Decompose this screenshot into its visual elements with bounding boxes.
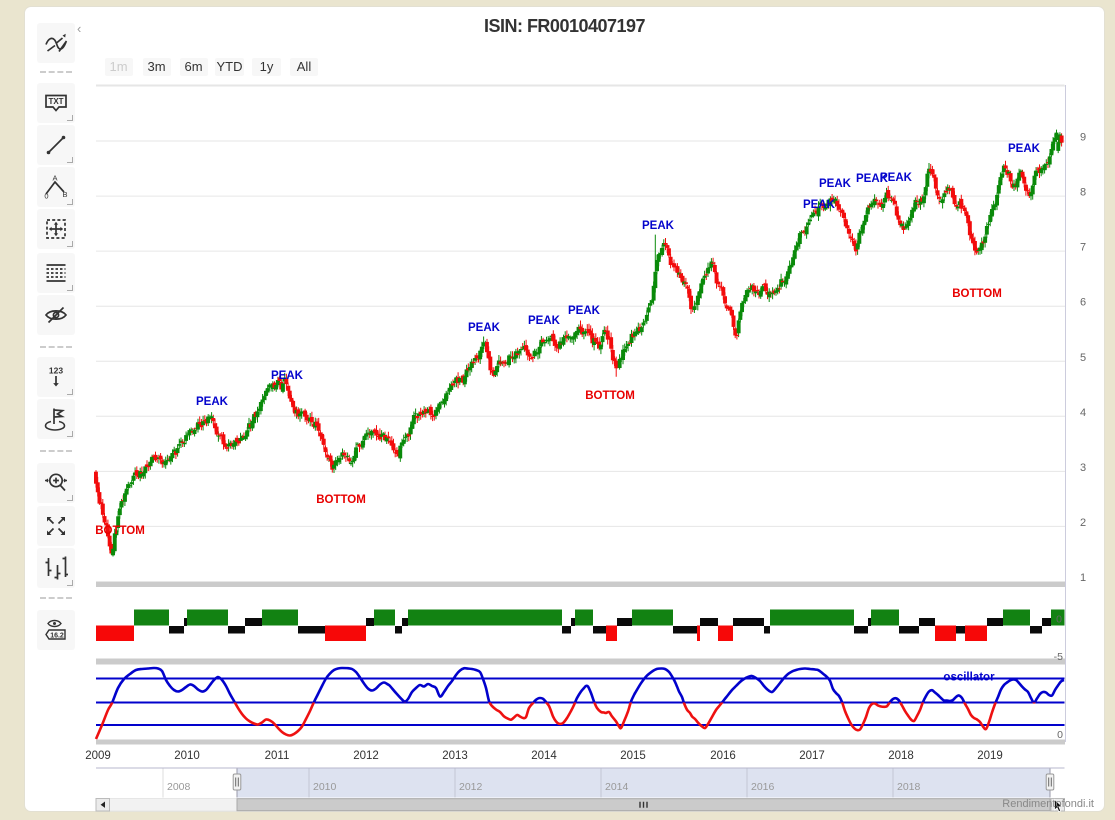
svg-text:2008: 2008 bbox=[167, 781, 191, 793]
svg-text:2015: 2015 bbox=[620, 750, 646, 762]
svg-text:5: 5 bbox=[1080, 352, 1086, 364]
svg-text:PEAK: PEAK bbox=[803, 199, 836, 211]
svg-text:PEAK: PEAK bbox=[642, 220, 675, 232]
svg-text:PEAK: PEAK bbox=[819, 178, 852, 190]
svg-text:PEAK: PEAK bbox=[528, 315, 561, 327]
svg-text:A: A bbox=[52, 175, 57, 183]
svg-text:0: 0 bbox=[1056, 614, 1062, 626]
svg-text:123: 123 bbox=[49, 366, 63, 376]
svg-text:7: 7 bbox=[1080, 242, 1086, 254]
svg-text:-5: -5 bbox=[1054, 651, 1063, 663]
svg-text:PEAK: PEAK bbox=[1008, 143, 1041, 155]
svg-text:PEAK: PEAK bbox=[271, 370, 304, 382]
svg-text:2011: 2011 bbox=[265, 750, 290, 762]
svg-text:B: B bbox=[62, 190, 67, 199]
svg-text:PEAK: PEAK bbox=[568, 305, 601, 317]
svg-text:2016: 2016 bbox=[751, 781, 775, 793]
svg-text:2017: 2017 bbox=[799, 750, 825, 762]
svg-text:2013: 2013 bbox=[442, 750, 468, 762]
svg-text:2009: 2009 bbox=[85, 750, 111, 762]
svg-text:1: 1 bbox=[1080, 572, 1086, 584]
svg-text:16.2: 16.2 bbox=[50, 633, 64, 640]
svg-text:0: 0 bbox=[44, 192, 48, 200]
svg-text:2010: 2010 bbox=[174, 750, 200, 762]
svg-text:PEAK: PEAK bbox=[856, 173, 889, 185]
svg-text:2: 2 bbox=[1080, 517, 1086, 529]
svg-text:2019: 2019 bbox=[977, 750, 1003, 762]
svg-text:2012: 2012 bbox=[353, 750, 379, 762]
svg-text:2014: 2014 bbox=[605, 781, 629, 793]
svg-text:PEAK: PEAK bbox=[880, 172, 913, 184]
svg-text:3: 3 bbox=[1080, 462, 1086, 474]
svg-text:0: 0 bbox=[1057, 729, 1063, 741]
svg-text:PEAK: PEAK bbox=[196, 396, 229, 408]
svg-text:TXT: TXT bbox=[48, 97, 63, 106]
svg-text:2012: 2012 bbox=[459, 781, 483, 793]
svg-text:6: 6 bbox=[1080, 297, 1086, 309]
svg-text:2010: 2010 bbox=[313, 781, 337, 793]
svg-text:2018: 2018 bbox=[897, 781, 921, 793]
svg-text:2016: 2016 bbox=[710, 750, 736, 762]
svg-text:BOTTOM: BOTTOM bbox=[95, 525, 145, 537]
svg-text:9: 9 bbox=[1080, 132, 1086, 144]
svg-text:PEAK: PEAK bbox=[468, 322, 501, 334]
svg-text:BOTTOM: BOTTOM bbox=[585, 390, 635, 402]
svg-text:4: 4 bbox=[1080, 407, 1086, 419]
svg-text:oscillator: oscillator bbox=[943, 672, 995, 684]
svg-text:BOTTOM: BOTTOM bbox=[952, 288, 1002, 300]
svg-text:2018: 2018 bbox=[888, 750, 914, 762]
svg-text:Rendimentofondi.it: Rendimentofondi.it bbox=[1002, 798, 1094, 810]
svg-text:2014: 2014 bbox=[531, 750, 557, 762]
svg-text:8: 8 bbox=[1080, 187, 1086, 199]
svg-text:BOTTOM: BOTTOM bbox=[316, 494, 366, 506]
